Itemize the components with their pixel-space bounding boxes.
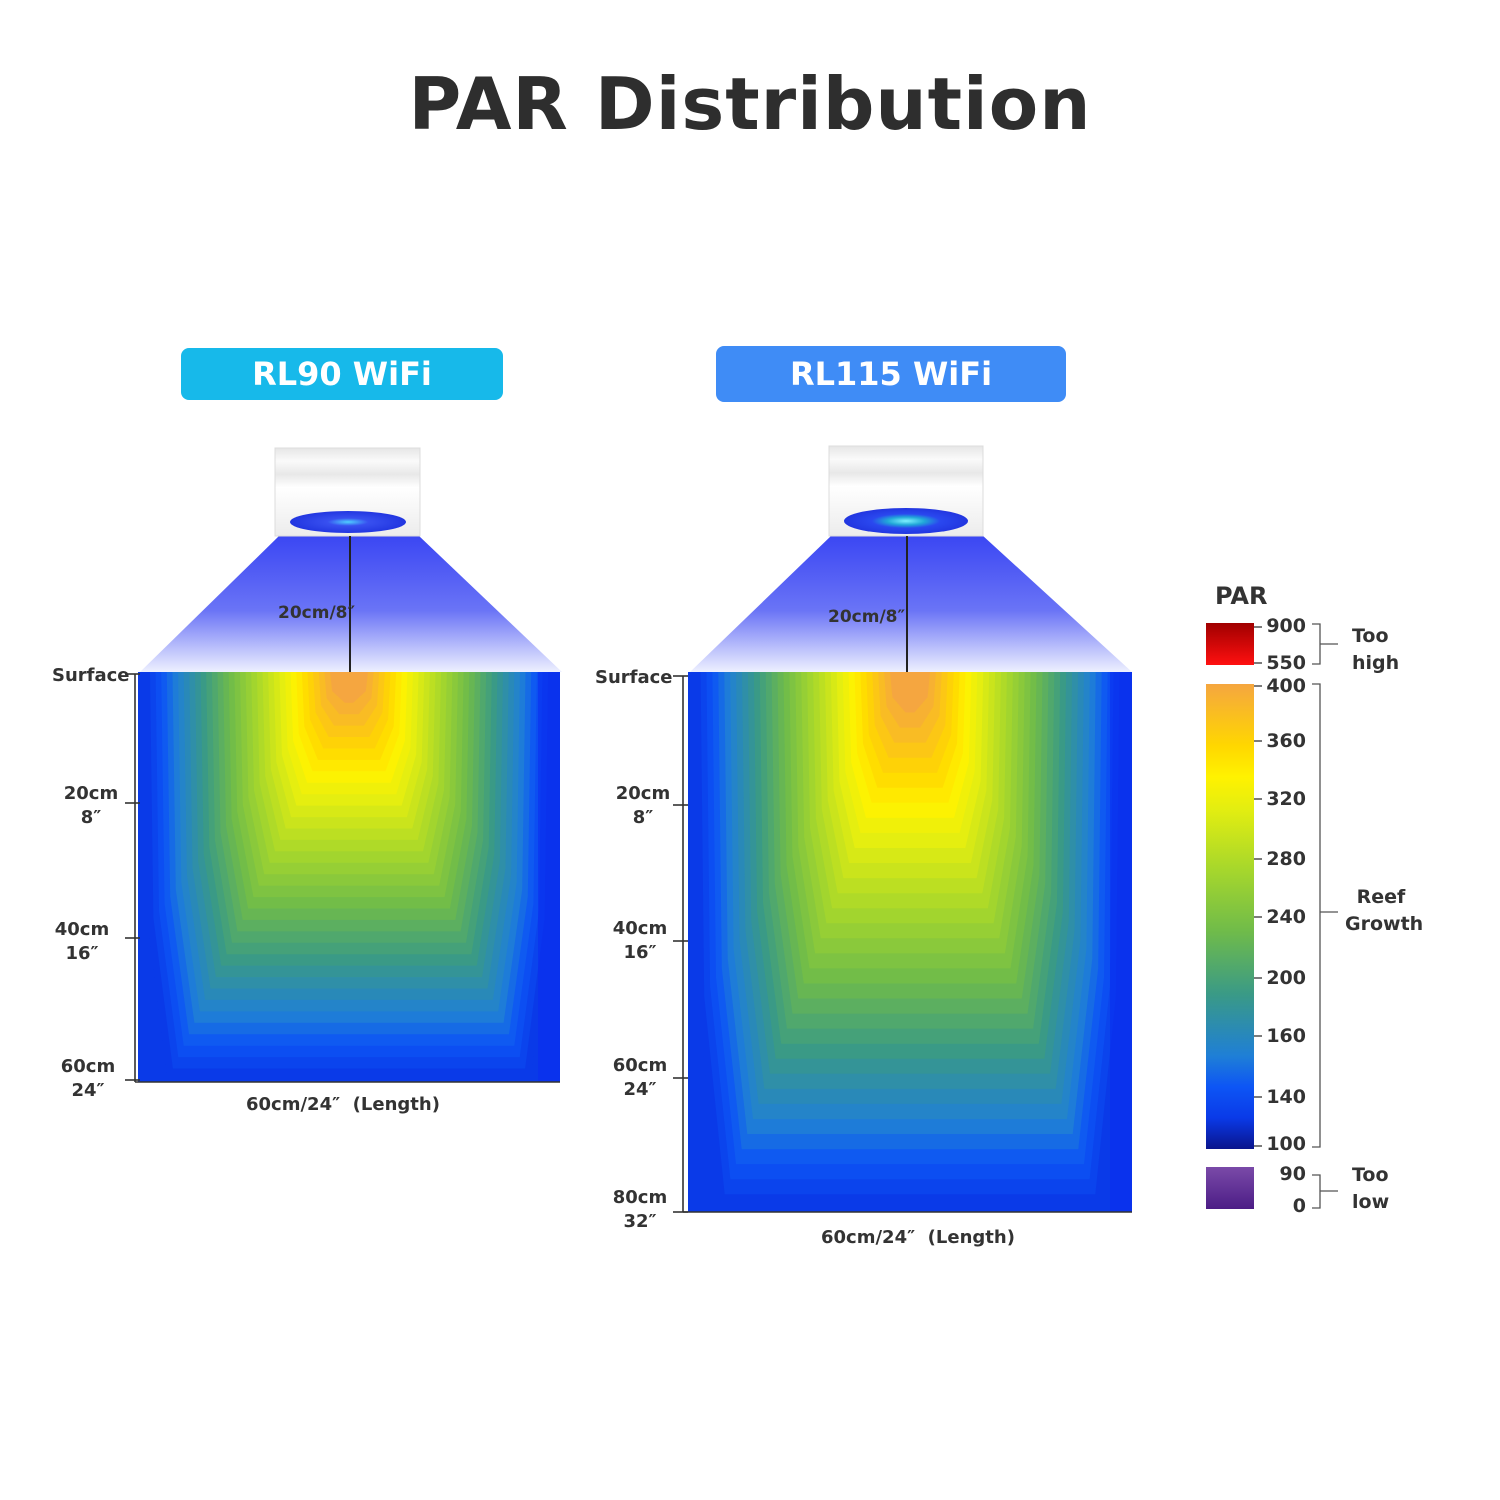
rl115-depth-axis [673, 675, 1132, 1213]
rl115-depth-label-80: 80cm 32″ [612, 1187, 668, 1232]
rl90-depth-label-40: 40cm 16″ [54, 919, 110, 964]
rl90-x-axis-label: 60cm/24″ (Length) [246, 1094, 440, 1115]
legend-value-900: 900 [1266, 615, 1306, 637]
rl90-fixture [140, 447, 562, 672]
par-contour-band [890, 672, 930, 713]
rl115-depth-label-60: 60cm 24″ [612, 1055, 668, 1100]
par-contour-band [330, 672, 368, 703]
rl115-fixture-height-label: 20cm/8″ [828, 607, 906, 627]
legend-value-0: 0 [1292, 1195, 1306, 1217]
legend-value-280: 280 [1266, 848, 1306, 870]
rl115-depth-label-20: 20cm 8″ [615, 783, 671, 828]
legend-value-400: 400 [1266, 675, 1306, 697]
legend-too-low-label: Too low [1352, 1164, 1390, 1213]
rl90-fixture-height-label: 20cm/8″ [278, 603, 356, 623]
legend-reef-growth-label: Reef Growth [1345, 886, 1424, 935]
heatmap-edge-shade [538, 672, 560, 1082]
legend-value-240: 240 [1266, 906, 1306, 928]
legend-value-200: 200 [1266, 967, 1306, 989]
rl90-depth-label-20: 20cm 8″ [63, 783, 119, 828]
rl90-par-heatmap [138, 672, 560, 1082]
page-title: PAR Distribution [408, 62, 1092, 146]
rl90-depth-axis [125, 673, 560, 1083]
rl115-light-beam [690, 535, 1132, 672]
par-legend [1206, 623, 1338, 1209]
rl90-depth-label-surface: Surface [52, 665, 130, 686]
rl115-fixture-lens [844, 508, 968, 534]
rl90-depth-label-60: 60cm 24″ [60, 1056, 116, 1101]
legend-value-140: 140 [1266, 1086, 1306, 1108]
legend-value-320: 320 [1266, 788, 1306, 810]
legend-value-100: 100 [1266, 1133, 1306, 1155]
legend-title: PAR [1215, 582, 1268, 610]
rl115-depth-label-surface: Surface [595, 667, 673, 688]
rl90-title-badge: RL90 WiFi [181, 348, 503, 400]
legend-value-360: 360 [1266, 730, 1306, 752]
legend-reef-growth-swatch [1206, 684, 1254, 1149]
rl115-fixture [690, 445, 1132, 672]
legend-too-high-swatch [1206, 623, 1254, 665]
legend-value-550: 550 [1266, 652, 1306, 674]
rl115-par-heatmap [688, 672, 1132, 1212]
rl115-x-axis-label: 60cm/24″ (Length) [821, 1227, 1015, 1248]
legend-value-90: 90 [1279, 1163, 1306, 1185]
rl115-title-badge: RL115 WiFi [716, 346, 1066, 402]
legend-too-low-swatch [1206, 1167, 1254, 1209]
heatmap-edge-shade [1110, 672, 1132, 1212]
legend-too-high-label: Too high [1352, 625, 1400, 674]
rl115-depth-label-40: 40cm 16″ [612, 918, 668, 963]
legend-value-160: 160 [1266, 1025, 1306, 1047]
rl90-fixture-lens [290, 511, 406, 533]
